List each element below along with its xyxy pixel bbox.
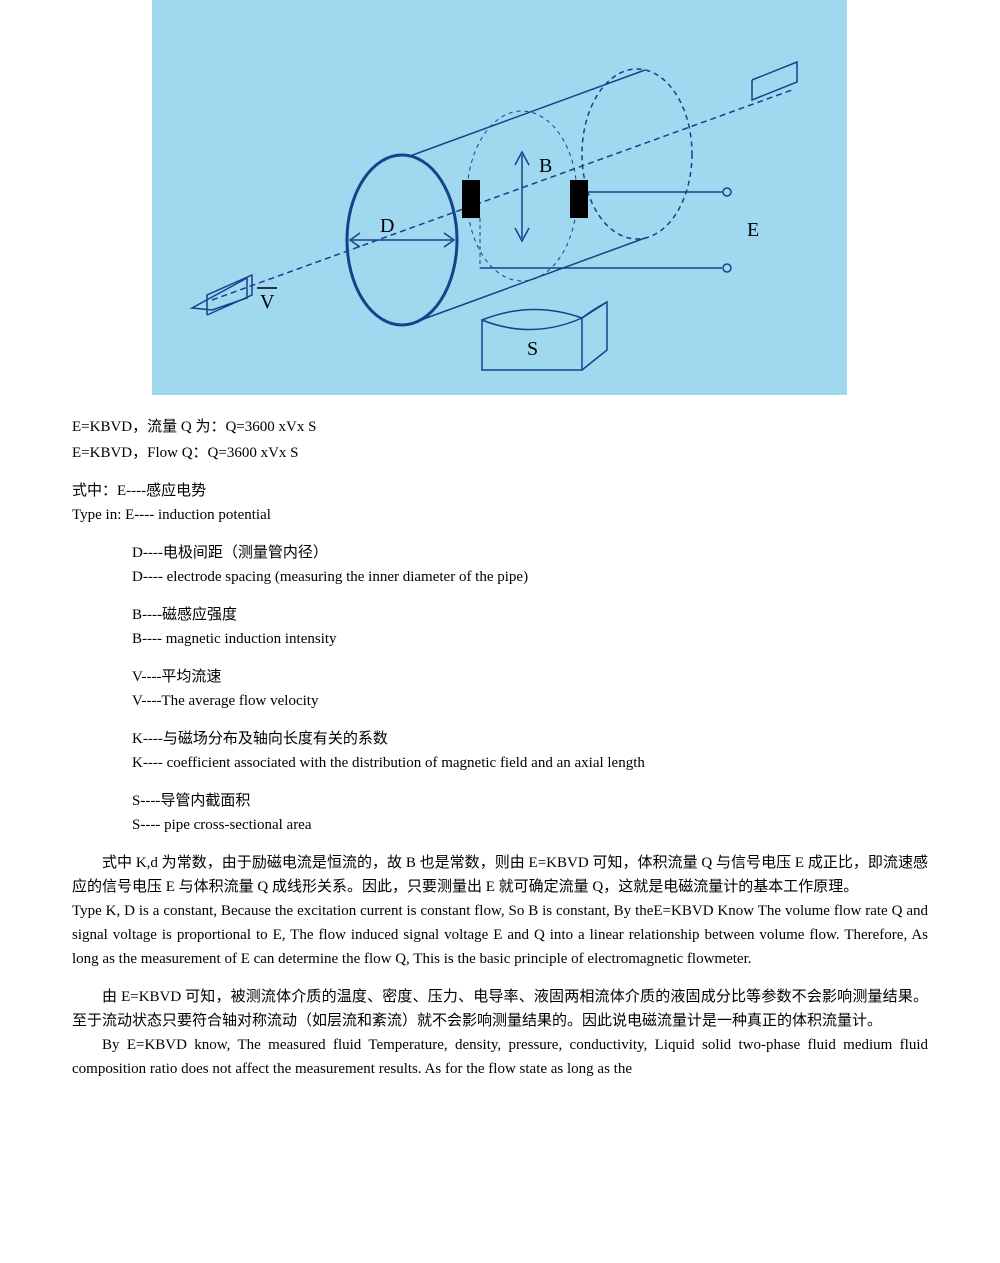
def-v-cn: V----平均流速 <box>132 665 928 689</box>
formula-en: E=KBVD，Flow Q：Q=3600 xVx S <box>72 441 928 465</box>
label-s: S <box>527 338 538 360</box>
label-b: B <box>539 155 552 177</box>
def-s-cn: S----导管内截面积 <box>132 789 928 813</box>
para1-cn: 式中 K,d 为常数，由于励磁电流是恒流的，故 B 也是常数，则由 E=KBVD… <box>72 851 928 899</box>
diagram-container: B D E V S <box>152 0 928 403</box>
def-b-cn: B----磁感应强度 <box>132 603 928 627</box>
formula-cn: E=KBVD，流量 Q 为：Q=3600 xVx S <box>72 415 928 439</box>
def-v-en: V----The average flow velocity <box>132 689 928 713</box>
def-b-en: B---- magnetic induction intensity <box>132 627 928 651</box>
def-d-cn: D----电极间距（测量管内径） <box>132 541 928 565</box>
para1-en: Type K, D is a constant, Because the exc… <box>72 899 928 971</box>
def-s-en: S---- pipe cross-sectional area <box>132 813 928 837</box>
typein-en: Type in: E---- induction potential <box>72 503 928 527</box>
label-e: E <box>747 219 759 241</box>
label-v: V <box>260 291 275 313</box>
para2-cn: 由 E=KBVD 可知，被测流体介质的温度、密度、压力、电导率、液固两相流体介质… <box>72 985 928 1033</box>
typein-cn: 式中：E----感应电势 <box>72 479 928 503</box>
label-d: D <box>380 215 394 237</box>
def-k-en: K---- coefficient associated with the di… <box>132 751 928 775</box>
para2-en: By E=KBVD know, The measured fluid Tempe… <box>72 1033 928 1081</box>
def-k-cn: K----与磁场分布及轴向长度有关的系数 <box>132 727 928 751</box>
flowmeter-diagram: B D E V S <box>152 0 847 395</box>
def-d-en: D---- electrode spacing (measuring the i… <box>132 565 928 589</box>
